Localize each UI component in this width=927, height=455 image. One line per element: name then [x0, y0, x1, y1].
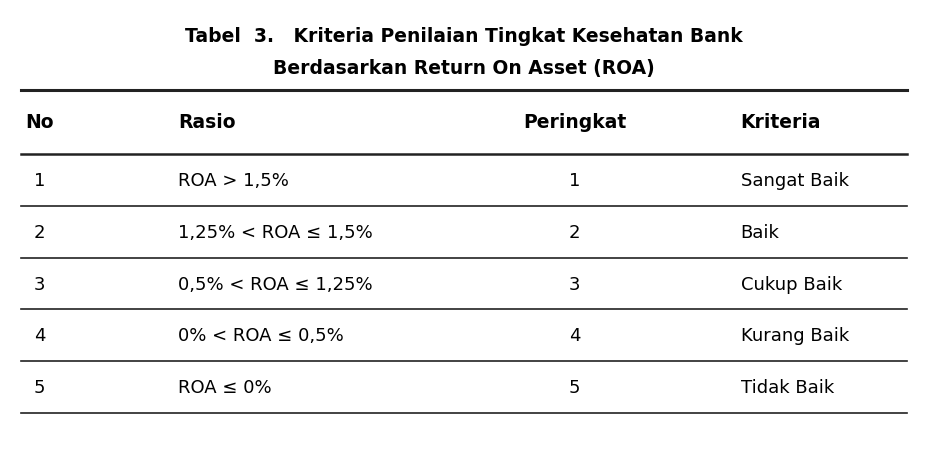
Text: Tidak Baik: Tidak Baik: [740, 378, 833, 396]
Text: 1,25% < ROA ≤ 1,5%: 1,25% < ROA ≤ 1,5%: [178, 223, 373, 241]
Text: 2: 2: [34, 223, 45, 241]
Text: ROA ≤ 0%: ROA ≤ 0%: [178, 378, 272, 396]
Text: No: No: [25, 112, 54, 131]
Text: 0,5% < ROA ≤ 1,25%: 0,5% < ROA ≤ 1,25%: [178, 275, 373, 293]
Text: Kurang Baik: Kurang Baik: [740, 327, 848, 344]
Text: Cukup Baik: Cukup Baik: [740, 275, 841, 293]
Text: Sangat Baik: Sangat Baik: [740, 172, 848, 190]
Text: 1: 1: [34, 172, 45, 190]
Text: Kriteria: Kriteria: [740, 112, 820, 131]
Text: 1: 1: [568, 172, 579, 190]
Text: 0% < ROA ≤ 0,5%: 0% < ROA ≤ 0,5%: [178, 327, 343, 344]
Text: Peringkat: Peringkat: [523, 112, 626, 131]
Text: Berdasarkan Return On Asset (ROA): Berdasarkan Return On Asset (ROA): [273, 58, 654, 77]
Text: 3: 3: [568, 275, 579, 293]
Text: 4: 4: [568, 327, 579, 344]
Text: Tabel  3.   Kriteria Penilaian Tingkat Kesehatan Bank: Tabel 3. Kriteria Penilaian Tingkat Kese…: [184, 27, 743, 46]
Text: Rasio: Rasio: [178, 112, 235, 131]
Text: 5: 5: [34, 378, 45, 396]
Text: Baik: Baik: [740, 223, 779, 241]
Text: ROA > 1,5%: ROA > 1,5%: [178, 172, 288, 190]
Text: 4: 4: [34, 327, 45, 344]
Text: 5: 5: [568, 378, 579, 396]
Text: 2: 2: [568, 223, 579, 241]
Text: 3: 3: [34, 275, 45, 293]
